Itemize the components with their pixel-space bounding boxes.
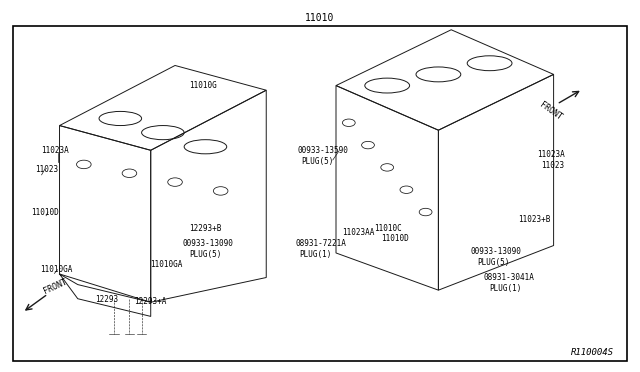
Text: 00933-13090: 00933-13090 [182, 239, 233, 248]
Text: 11010GA: 11010GA [150, 260, 183, 269]
Text: 11010D: 11010D [381, 234, 408, 243]
Text: PLUG(5): PLUG(5) [301, 157, 333, 166]
Text: 11010GA: 11010GA [40, 265, 72, 274]
Text: R110004S: R110004S [572, 348, 614, 357]
Text: PLUG(1): PLUG(1) [490, 284, 522, 293]
Text: 11010C: 11010C [374, 224, 402, 233]
Text: FRONT: FRONT [42, 278, 68, 296]
Text: 11023A: 11023A [42, 146, 69, 155]
Text: 08931-3041A: 08931-3041A [483, 273, 534, 282]
Text: 12293+A: 12293+A [134, 297, 167, 306]
Text: FRONT: FRONT [538, 100, 564, 122]
Text: 11010D: 11010D [31, 208, 58, 217]
Text: 11023: 11023 [541, 161, 564, 170]
Text: 00933-13590: 00933-13590 [298, 146, 348, 155]
Text: 08931-7221A: 08931-7221A [296, 239, 346, 248]
Text: PLUG(5): PLUG(5) [189, 250, 221, 259]
Text: 12293: 12293 [95, 295, 118, 304]
Text: PLUG(5): PLUG(5) [477, 258, 509, 267]
Text: 12293+B: 12293+B [189, 224, 221, 233]
Text: PLUG(1): PLUG(1) [300, 250, 332, 259]
Text: 00933-13090: 00933-13090 [470, 247, 521, 256]
Text: 11023A: 11023A [538, 150, 565, 159]
Text: 11023+B: 11023+B [518, 215, 551, 224]
Text: 11010G: 11010G [189, 81, 216, 90]
Text: 11023: 11023 [35, 165, 58, 174]
Text: 11023AA: 11023AA [342, 228, 375, 237]
Text: 11010: 11010 [305, 13, 335, 23]
